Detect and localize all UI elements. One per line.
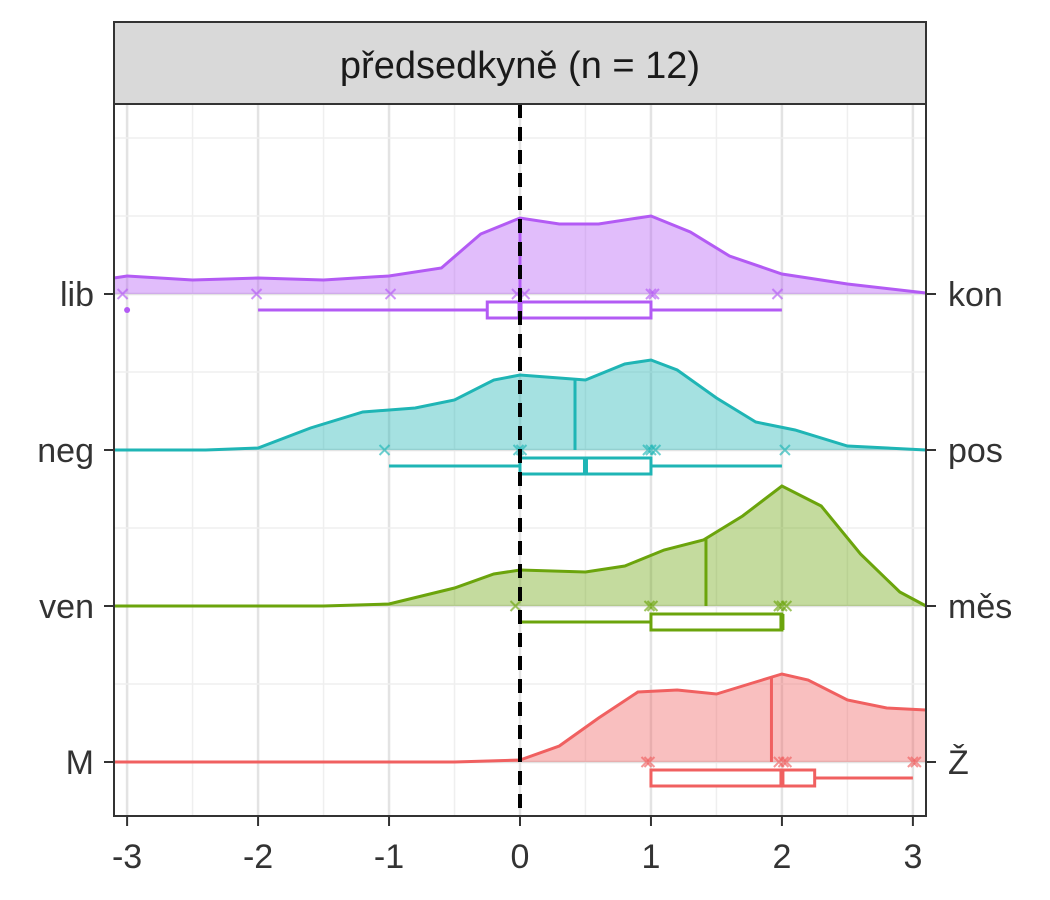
density-curve: [114, 484, 927, 608]
axes: -3 -2 -1 0 1 2 3 lib kon neg pos ven měs M Ž: [37, 276, 1012, 876]
data-point: [648, 288, 660, 300]
x-tick-label: -1: [374, 838, 404, 876]
x-tick-label: 2: [772, 838, 791, 876]
strip-header: [113, 21, 927, 105]
x-tick-label: -3: [112, 838, 142, 876]
data-point: [643, 600, 656, 612]
chart-title: předsedkyně (n = 12): [340, 45, 700, 87]
outlier-point: [124, 307, 131, 313]
y-label-right: Ž: [948, 744, 969, 782]
data-point: [384, 288, 397, 300]
ridge-group: [114, 484, 927, 632]
data-point: [645, 288, 657, 300]
x-tick-label: 3: [903, 838, 922, 876]
data-point: [910, 756, 922, 768]
y-label-left: neg: [37, 432, 94, 470]
y-label-right: měs: [948, 588, 1012, 626]
y-label-right: pos: [948, 432, 1003, 470]
data-point: [777, 756, 790, 768]
y-label-left: ven: [39, 588, 94, 626]
density-curve: [114, 672, 927, 764]
y-label-left: lib: [60, 276, 94, 314]
y-label-left: M: [66, 744, 94, 782]
data-point: [779, 444, 791, 456]
data-point: [509, 600, 522, 612]
box: [649, 612, 784, 632]
box: [649, 768, 817, 788]
x-tick-label: 1: [642, 838, 661, 876]
y-label-right: kon: [948, 276, 1003, 314]
data-point: [645, 444, 657, 456]
ridge-group: [114, 672, 927, 788]
density-curve: [114, 358, 927, 452]
data-point: [646, 600, 659, 612]
data-point: [250, 288, 263, 300]
data-point: [643, 756, 656, 768]
data-point: [640, 756, 653, 768]
x-tick-label: -2: [243, 838, 273, 876]
data-point: [907, 756, 919, 768]
data-point: [771, 288, 784, 300]
data-point: [116, 288, 129, 300]
box: [485, 300, 653, 320]
data-point: [773, 600, 785, 612]
density-area: [114, 674, 926, 762]
data-point: [642, 444, 654, 456]
data-point: [773, 756, 785, 768]
data-point: [776, 600, 788, 612]
data-point: [378, 444, 391, 456]
density-area: [114, 486, 926, 606]
x-tick-label: 0: [511, 838, 530, 876]
